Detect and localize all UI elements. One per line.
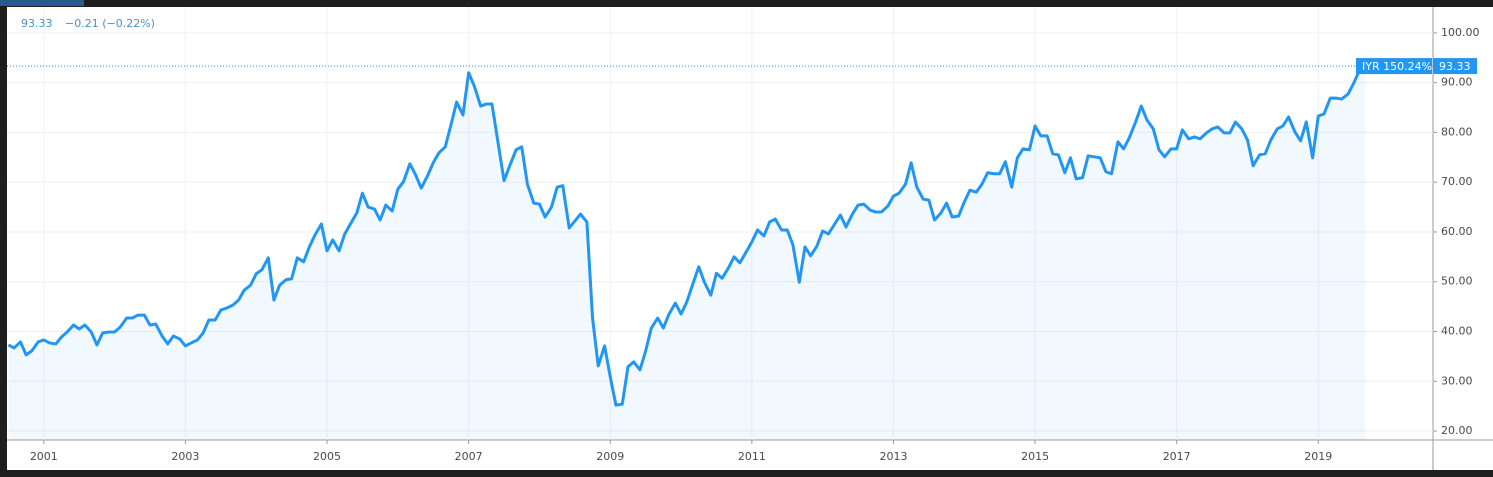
header-price: 93.33 xyxy=(21,17,53,30)
y-tick-label: 50.00 xyxy=(1441,275,1473,288)
series-change: 150.24% xyxy=(1383,60,1432,73)
x-tick-label: 2001 xyxy=(30,450,58,463)
series-tag xyxy=(1356,58,1432,75)
y-tick-label: 40.00 xyxy=(1441,325,1473,338)
x-tick-label: 2013 xyxy=(879,450,907,463)
x-tick-label: 2017 xyxy=(1163,450,1191,463)
plot xyxy=(7,7,1433,440)
x-tick-label: 2003 xyxy=(171,450,199,463)
x-tick-label: 2019 xyxy=(1304,450,1332,463)
y-tick-label: 60.00 xyxy=(1441,225,1473,238)
x-tick-label: 2015 xyxy=(1021,450,1049,463)
tab xyxy=(0,0,84,6)
y-tick-label: 70.00 xyxy=(1441,175,1473,188)
x-tick-label: 2007 xyxy=(455,450,483,463)
series-name: IYR xyxy=(1362,60,1380,73)
x-tick-label: 2011 xyxy=(738,450,766,463)
price-tag-label: 93.33 xyxy=(1439,60,1471,73)
panel xyxy=(7,7,1493,470)
y-tick-label: 30.00 xyxy=(1441,374,1473,387)
price-tag xyxy=(1433,58,1477,75)
series-tag-label: IYR 150.24% xyxy=(1362,60,1432,73)
y-tick-label: 20.00 xyxy=(1441,424,1473,437)
y-tick-label: 80.00 xyxy=(1441,125,1473,138)
y-tick-label: 90.00 xyxy=(1441,76,1473,89)
area-fill xyxy=(8,66,1366,440)
header-change: −0.21 (−0.22%) xyxy=(65,17,155,30)
x-tick-label: 2009 xyxy=(596,450,624,463)
y-tick-label: 100.00 xyxy=(1441,26,1480,39)
x-tick-label: 2005 xyxy=(313,450,341,463)
price-line xyxy=(7,64,1367,407)
